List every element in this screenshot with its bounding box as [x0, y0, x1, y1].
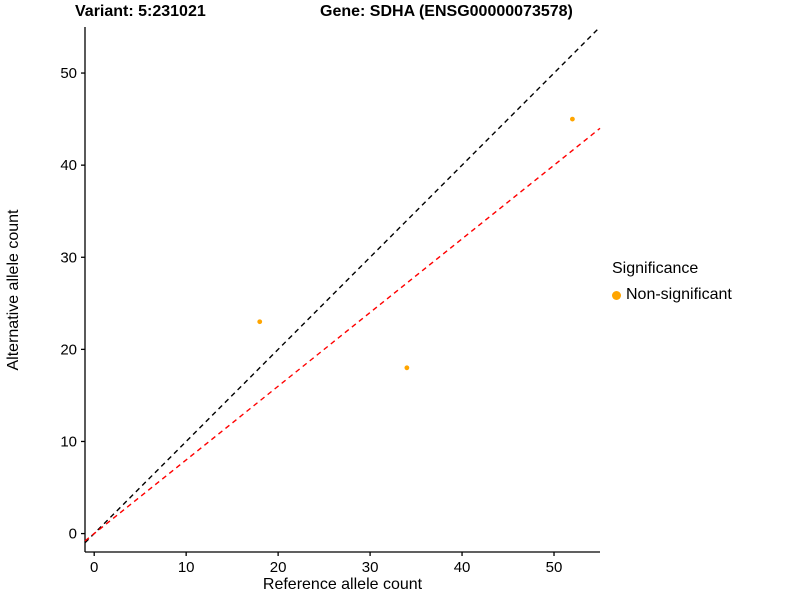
x-axis-label: Reference allele count [262, 576, 423, 593]
y-tick-label: 40 [60, 157, 77, 174]
legend-point-icon [612, 290, 621, 300]
variant-title: Variant: 5:231021 [75, 3, 206, 20]
data-point [257, 319, 263, 325]
y-axis-label: Alternative allele count [5, 209, 22, 371]
x-tick-label: 20 [270, 559, 287, 576]
x-tick-label: 0 [90, 559, 98, 576]
legend-title: Significance [612, 260, 699, 277]
y-tick-label: 0 [69, 526, 77, 543]
x-tick-label: 10 [178, 559, 195, 576]
x-tick-label: 30 [362, 559, 379, 576]
data-point [404, 365, 410, 371]
gene-title: Gene: SDHA (ENSG00000073578) [320, 3, 573, 20]
legend-item: Non-significant [612, 286, 732, 304]
x-tick-label: 40 [454, 559, 471, 576]
identity-line [84, 26, 601, 544]
y-tick-label: 20 [60, 341, 77, 358]
legend: Significance Non-significant [612, 260, 732, 304]
y-tick-label: 50 [60, 65, 77, 82]
x-tick-label: 50 [546, 559, 563, 576]
y-tick-label: 10 [60, 433, 77, 450]
data-point [570, 116, 575, 122]
y-tick-label: 30 [60, 249, 77, 266]
legend-item-label: Non-significant [626, 286, 732, 303]
expected-ratio-line [84, 127, 601, 542]
